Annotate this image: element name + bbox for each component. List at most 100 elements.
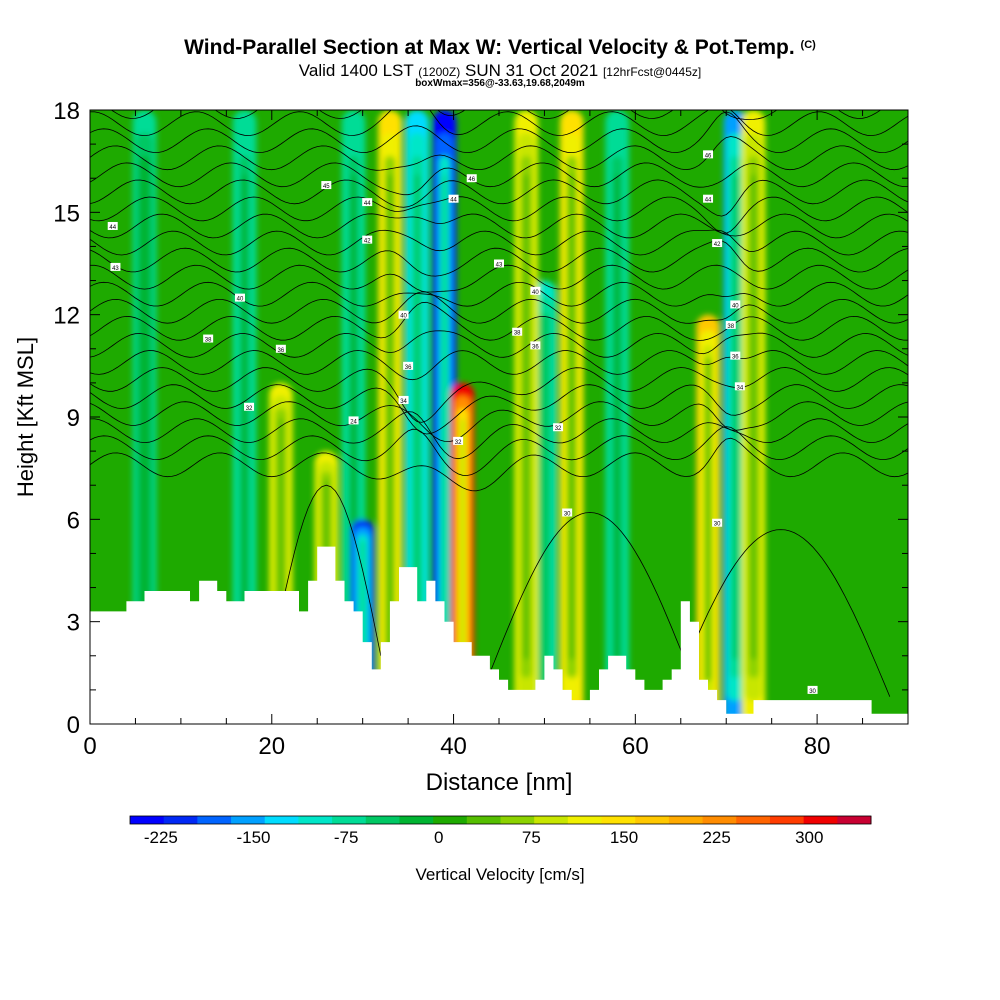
svg-text:32: 32 bbox=[555, 426, 562, 432]
downdraft-column-5 bbox=[614, 174, 620, 660]
updraft-column-5 bbox=[568, 174, 575, 660]
x-tick-label: 60 bbox=[622, 733, 649, 760]
contour-label-14: 46 bbox=[466, 174, 477, 183]
svg-text:30: 30 bbox=[809, 689, 816, 695]
colorbar-tick-label: -75 bbox=[334, 828, 359, 847]
theta-contour-15 bbox=[90, 196, 908, 234]
svg-text:45: 45 bbox=[323, 184, 330, 190]
terrain-mask bbox=[90, 546, 908, 724]
colorbar-swatch bbox=[197, 816, 232, 824]
contour-label-13: 32 bbox=[453, 436, 464, 446]
svg-text:24: 24 bbox=[350, 419, 357, 425]
theta-contour-10 bbox=[90, 281, 908, 307]
y-tick-label: 9 bbox=[67, 405, 80, 432]
svg-text:36: 36 bbox=[278, 348, 285, 354]
colorbar-swatch bbox=[702, 816, 737, 824]
theta-contour-4 bbox=[90, 384, 908, 435]
y-tick-label: 18 bbox=[53, 98, 80, 125]
svg-text:46: 46 bbox=[468, 177, 475, 183]
y-tick-label: 15 bbox=[53, 200, 80, 227]
x-tick-label: 40 bbox=[440, 733, 467, 760]
contour-label-22: 46 bbox=[703, 150, 714, 159]
contour-label-27: 36 bbox=[730, 351, 741, 361]
contour-label-28: 34 bbox=[734, 382, 745, 391]
colorbar-swatch bbox=[264, 816, 299, 824]
contour-label-30: 30 bbox=[807, 685, 818, 695]
theta-contour-16 bbox=[90, 179, 908, 217]
colorbar-swatch bbox=[567, 816, 603, 824]
svg-text:43: 43 bbox=[112, 266, 119, 272]
valid-time: Valid 1400 LST bbox=[298, 61, 414, 80]
colorbar-swatch bbox=[769, 816, 805, 824]
theta-contour-17 bbox=[90, 162, 908, 196]
contour-label-29: 30 bbox=[712, 518, 723, 528]
downdraft-column-3 bbox=[441, 174, 448, 660]
theta-contour-19 bbox=[90, 111, 908, 154]
colorbar-tick-label: 225 bbox=[702, 828, 730, 847]
contour-label-6: 45 bbox=[321, 181, 332, 190]
theta-contour-2 bbox=[90, 411, 908, 460]
theta-contour-12 bbox=[90, 240, 908, 277]
contour-label-12: 24 bbox=[348, 416, 359, 425]
y-tick-label: 6 bbox=[67, 507, 80, 534]
svg-text:40: 40 bbox=[732, 303, 739, 309]
colorbar-swatch bbox=[163, 816, 198, 824]
svg-text:40: 40 bbox=[400, 314, 407, 320]
y-tick-label: 12 bbox=[53, 303, 80, 330]
svg-text:38: 38 bbox=[727, 324, 734, 330]
contour-label-1: 43 bbox=[110, 262, 121, 272]
svg-text:44: 44 bbox=[109, 225, 116, 231]
colorbar-swatch bbox=[365, 816, 400, 824]
colorbar-swatch bbox=[500, 816, 535, 824]
contour-label-19: 36 bbox=[530, 341, 541, 350]
contour-label-26: 38 bbox=[725, 320, 736, 330]
theta-contour-8 bbox=[90, 301, 908, 341]
colorbar-tick-label: 150 bbox=[610, 828, 638, 847]
colorbar-swatch bbox=[534, 816, 569, 824]
x-tick-label: 80 bbox=[804, 733, 831, 760]
theta-contour-0 bbox=[90, 437, 908, 492]
updraft-column-7 bbox=[750, 174, 757, 660]
theta-contour-1 bbox=[90, 426, 908, 476]
y-axis-label: Height [Kft MSL] bbox=[13, 337, 38, 497]
colorbar-swatch bbox=[803, 816, 838, 824]
x-tick-label: 20 bbox=[258, 733, 285, 760]
colorbar-swatch bbox=[399, 816, 434, 824]
updraft-column-6 bbox=[705, 357, 711, 682]
theta-contour-14 bbox=[90, 213, 908, 239]
colorbar-swatch bbox=[466, 816, 501, 824]
updraft-column-3 bbox=[459, 418, 466, 689]
colorbar-swatch bbox=[433, 816, 468, 824]
theta-contour-18 bbox=[90, 136, 908, 171]
theta-contour-9 bbox=[90, 291, 908, 324]
colorbar-swatch bbox=[601, 816, 636, 824]
chart-title-text: Wind-Parallel Section at Max W: Vertical… bbox=[184, 36, 795, 59]
box-info: boxWmax=356@-33.63,19.68,2049m bbox=[415, 78, 585, 89]
svg-text:36: 36 bbox=[532, 344, 539, 350]
svg-text:32: 32 bbox=[246, 406, 253, 412]
colorbar: -225 -150 -75 0 75 150 225 300 bbox=[129, 815, 872, 847]
contour-label-3: 38 bbox=[203, 334, 214, 344]
plot-area: 44 43 40 38 36 32 45 44 42 40 36 34 24 32 46 44 43 40 38 36… bbox=[90, 110, 908, 724]
contour-label-18: 38 bbox=[512, 327, 523, 337]
colorbar-swatch bbox=[130, 816, 165, 824]
contour-label-11: 34 bbox=[398, 395, 409, 405]
copyright-mark: (C) bbox=[800, 39, 816, 51]
contour-label-2: 40 bbox=[234, 293, 245, 303]
contour-label-0: 44 bbox=[107, 221, 118, 231]
contour-label-4: 36 bbox=[275, 344, 286, 354]
low-contour-0 bbox=[271, 484, 382, 656]
colorbar-swatch bbox=[231, 816, 266, 824]
svg-text:46: 46 bbox=[705, 153, 712, 159]
contour-label-10: 36 bbox=[403, 361, 414, 371]
contour-label-15: 44 bbox=[448, 194, 459, 204]
contour-label-16: 43 bbox=[494, 259, 504, 269]
y-tick-label: 3 bbox=[67, 610, 80, 637]
theta-contour-13 bbox=[90, 229, 908, 256]
svg-text:38: 38 bbox=[514, 331, 521, 337]
downdraft-column-2 bbox=[414, 174, 420, 660]
colorbar-label: Vertical Velocity [cm/s] bbox=[415, 865, 584, 884]
svg-text:44: 44 bbox=[705, 198, 712, 204]
contour-label-25: 40 bbox=[730, 300, 741, 309]
